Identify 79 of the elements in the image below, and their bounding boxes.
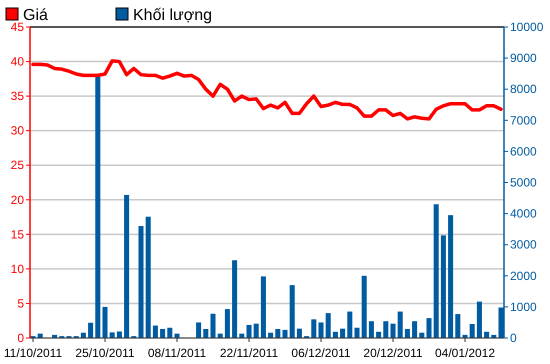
- x-tick-label: 25/10/2011: [75, 346, 135, 360]
- bar: [404, 328, 410, 338]
- bar: [138, 226, 144, 338]
- x-tick-label: 22/11/2011: [220, 346, 278, 360]
- y-tick-label: 10: [10, 262, 24, 276]
- bar: [326, 313, 331, 338]
- y2-tick-label: 4000: [510, 206, 538, 221]
- bar: [116, 331, 122, 338]
- bar: [218, 334, 223, 338]
- bar: [246, 324, 252, 338]
- bar: [434, 204, 439, 338]
- bar: [146, 216, 151, 338]
- bar: [318, 322, 324, 338]
- bar: [167, 328, 172, 338]
- y-tick-label: 30: [10, 124, 24, 138]
- y-tick-label: 40: [10, 54, 24, 69]
- bar: [160, 328, 166, 338]
- y-tick-label: 45: [10, 20, 24, 34]
- x-tick-label: 08/11/2011: [148, 346, 206, 360]
- y2-tick-label: 7000: [510, 113, 538, 128]
- bar: [340, 328, 346, 338]
- bar: [210, 314, 216, 338]
- bar: [95, 76, 100, 338]
- bar: [152, 326, 158, 338]
- y-tick-label: 5: [17, 296, 24, 310]
- bar: [232, 260, 238, 338]
- bar: [203, 328, 208, 338]
- y2-tick-label: 10000: [510, 20, 544, 34]
- bar: [275, 328, 280, 338]
- bar: [290, 285, 295, 338]
- y-tick-label: 25: [10, 158, 24, 172]
- bar: [80, 332, 86, 338]
- bar: [38, 334, 43, 338]
- bar: [260, 276, 266, 338]
- x-tick-label: 04/01/2012: [434, 346, 496, 360]
- bar: [254, 324, 259, 338]
- bar: [398, 312, 403, 338]
- bar: [239, 334, 244, 338]
- y2-tick-label: 0: [510, 331, 517, 345]
- y2-tick-label: 3000: [510, 238, 538, 252]
- x-tick-label: 06/12/2011: [291, 346, 351, 360]
- bar: [296, 328, 302, 338]
- bar: [448, 215, 454, 338]
- bar: [383, 321, 388, 338]
- bar: [347, 312, 352, 338]
- bar: [354, 328, 360, 338]
- bar: [88, 322, 94, 338]
- bar: [196, 322, 202, 338]
- y-tick-label: 20: [10, 192, 24, 207]
- bar: [426, 318, 432, 338]
- y2-tick-label: 8000: [510, 82, 538, 96]
- bar: [440, 235, 446, 338]
- bar: [282, 330, 288, 338]
- bar: [476, 302, 482, 338]
- y2-tick-label: 9000: [510, 51, 538, 66]
- x-tick-label: 20/12/2011: [363, 346, 423, 360]
- bar: [174, 334, 180, 338]
- bar: [362, 276, 367, 338]
- y-tick-label: 0: [17, 331, 24, 345]
- y2-tick-label: 5000: [510, 176, 538, 190]
- bar: [368, 321, 374, 338]
- bar: [102, 306, 108, 338]
- bar: [224, 309, 230, 338]
- x-tick-label: 11/10/2011: [4, 346, 62, 360]
- bar: [412, 321, 418, 338]
- bar: [268, 332, 274, 338]
- y-tick-label: 35: [10, 89, 24, 104]
- y2-tick-label: 6000: [510, 144, 538, 158]
- legend-label: Khối lượng: [133, 7, 212, 24]
- bar: [419, 332, 424, 338]
- y2-tick-label: 1000: [510, 300, 538, 314]
- bar: [470, 324, 475, 338]
- bar: [311, 319, 316, 338]
- legend-label: Giá: [23, 7, 48, 24]
- bar: [455, 314, 460, 338]
- bar: [124, 194, 130, 338]
- bar: [390, 324, 396, 338]
- y2-tick-label: 2000: [510, 268, 538, 283]
- y-tick-label: 15: [10, 227, 24, 242]
